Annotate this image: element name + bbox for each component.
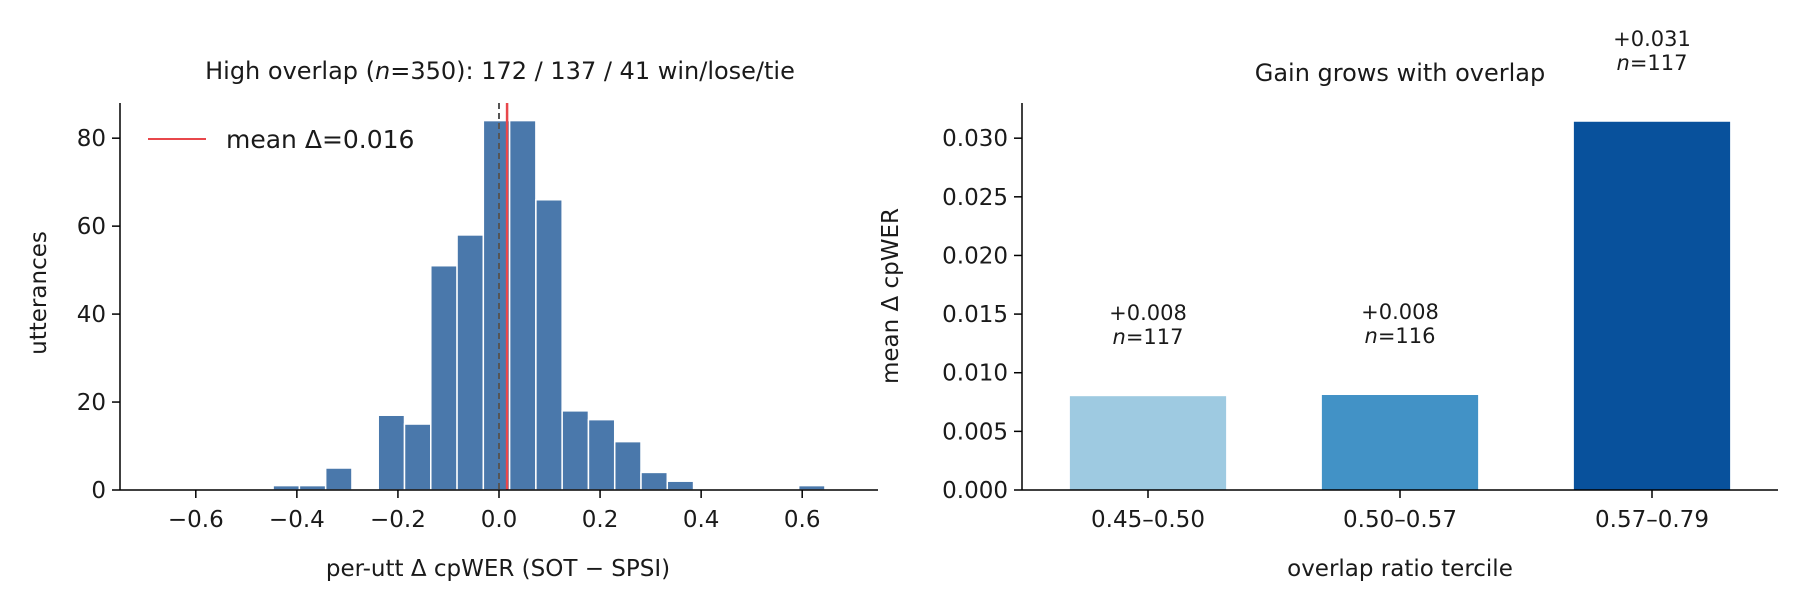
y-tick-label: 60	[77, 214, 106, 240]
histogram-x-label: per-utt Δ cpWER (SOT − SPSI)	[326, 556, 670, 582]
y-tick-label: 0.010	[942, 361, 1008, 387]
y-tick-label: 0.020	[942, 243, 1008, 269]
y-tick-label: 0	[91, 478, 106, 504]
histogram-bar	[324, 467, 353, 491]
histogram-bar	[456, 234, 485, 491]
histogram-bar	[640, 471, 669, 491]
x-tick-label: 0.6	[784, 507, 821, 533]
histogram-bar	[535, 199, 563, 491]
bar-value-label: +0.031	[1613, 27, 1691, 51]
bar-chart-panel: Gain grows with overlap 0.0000.0050.0100…	[878, 27, 1778, 582]
histogram-x-ticks: −0.6 −0.4 −0.2 0.0 0.2 0.4 0.6	[168, 490, 821, 533]
histogram-bar	[666, 480, 695, 491]
legend: mean Δ=0.016	[148, 125, 414, 154]
y-tick-label: 20	[77, 390, 106, 416]
y-tick-label: 0.025	[942, 185, 1008, 211]
histogram-bar	[613, 440, 642, 491]
bar-chart-title: Gain grows with overlap	[1255, 59, 1546, 87]
bar	[1069, 396, 1227, 490]
y-tick-label: 0.015	[942, 302, 1008, 328]
histogram-panel: High overlap (n=350): 172 / 137 / 41 win…	[26, 57, 878, 582]
x-tick-label: −0.4	[269, 507, 325, 533]
x-tick-label: 0.45–0.50	[1091, 507, 1205, 533]
bar-n-label: n=117	[1617, 51, 1688, 75]
x-tick-label: 0.57–0.79	[1595, 507, 1709, 533]
histogram-bars	[272, 119, 826, 491]
x-tick-label: 0.0	[481, 507, 518, 533]
bar-chart-y-label: mean Δ cpWER	[878, 208, 904, 384]
bar-value-label: +0.008	[1109, 301, 1187, 325]
histogram-bar	[403, 423, 432, 491]
bar	[1321, 395, 1479, 490]
x-tick-label: 0.4	[683, 507, 720, 533]
histogram-y-label: utterances	[26, 231, 52, 355]
y-tick-label: 0.005	[942, 419, 1008, 445]
bar-n-label: n=116	[1365, 324, 1436, 348]
x-tick-label: 0.2	[582, 507, 619, 533]
x-tick-label: −0.2	[370, 507, 426, 533]
bar-chart-x-ticks: 0.45–0.50 0.50–0.57 0.57–0.79	[1091, 490, 1709, 533]
histogram-bar	[377, 414, 406, 491]
y-tick-label: 40	[77, 302, 106, 328]
bar-n-label: n=117	[1113, 325, 1184, 349]
histogram-bar	[482, 119, 511, 491]
bar-chart-bars	[1069, 121, 1731, 490]
x-tick-label: 0.50–0.57	[1343, 507, 1457, 533]
bar-chart-x-label: overlap ratio tercile	[1287, 556, 1513, 582]
y-tick-label: 0.000	[942, 478, 1008, 504]
y-tick-label: 80	[77, 126, 106, 152]
y-tick-label: 0.030	[942, 126, 1008, 152]
histogram-bar	[587, 418, 616, 491]
legend-label: mean Δ=0.016	[226, 125, 414, 154]
bar	[1573, 121, 1731, 490]
histogram-y-ticks: 0 20 40 60 80	[77, 126, 120, 504]
x-tick-label: −0.6	[168, 507, 224, 533]
histogram-bar	[508, 119, 537, 491]
histogram-title: High overlap (n=350): 172 / 137 / 41 win…	[205, 57, 795, 85]
bar-chart-y-ticks: 0.000 0.005 0.010 0.015 0.020 0.025 0.030	[942, 126, 1022, 504]
histogram-bar	[430, 264, 458, 491]
bar-value-label: +0.008	[1361, 300, 1439, 324]
histogram-bar	[561, 410, 590, 491]
